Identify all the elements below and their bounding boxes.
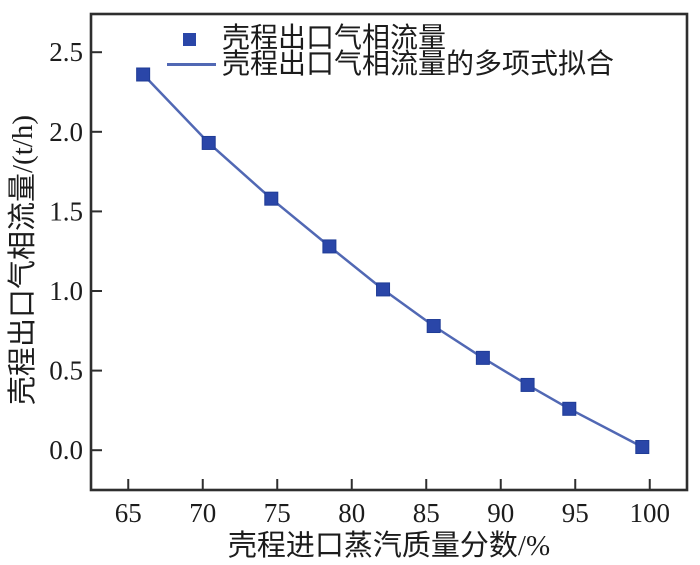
data-point-marker (562, 401, 577, 416)
data-point-marker (264, 191, 279, 206)
data-point-marker (376, 282, 391, 297)
x-tick-label: 65 (115, 498, 142, 528)
legend-square-marker-icon (183, 33, 196, 46)
x-tick-label: 95 (562, 498, 589, 528)
y-axis-title: 壳程出口气相流量/(t/h) (7, 115, 39, 405)
data-point-marker (322, 239, 337, 254)
plot-frame (89, 12, 689, 492)
x-tick-label: 85 (413, 498, 440, 528)
x-tick-label: 100 (630, 498, 671, 528)
data-point-marker (635, 440, 650, 455)
y-tick-label: 0.5 (49, 356, 83, 386)
legend-line-icon (167, 63, 216, 66)
fit-line (142, 73, 643, 449)
x-tick-label: 80 (338, 498, 365, 528)
y-tick-label: 1.5 (49, 196, 83, 226)
x-tick-label: 90 (487, 498, 514, 528)
data-point-marker (520, 377, 535, 392)
legend-label-series: 壳程出口气相流量 (222, 23, 447, 54)
legend-label-fit: 壳程出口气相流量的多项式拟合 (222, 49, 615, 80)
y-tick-label: 2.0 (49, 117, 83, 147)
data-point-marker (475, 350, 490, 365)
y-tick-label: 1.0 (49, 276, 83, 306)
data-point-marker (201, 135, 216, 150)
y-tick-label: 2.5 (49, 37, 83, 67)
data-point-marker (426, 319, 441, 334)
x-tick-label: 70 (189, 498, 216, 528)
x-tick-label: 75 (264, 498, 291, 528)
x-axis-title: 壳程进口蒸汽质量分数/% (227, 530, 551, 562)
y-tick-label: 0.0 (49, 435, 83, 465)
data-point-marker (136, 67, 151, 82)
